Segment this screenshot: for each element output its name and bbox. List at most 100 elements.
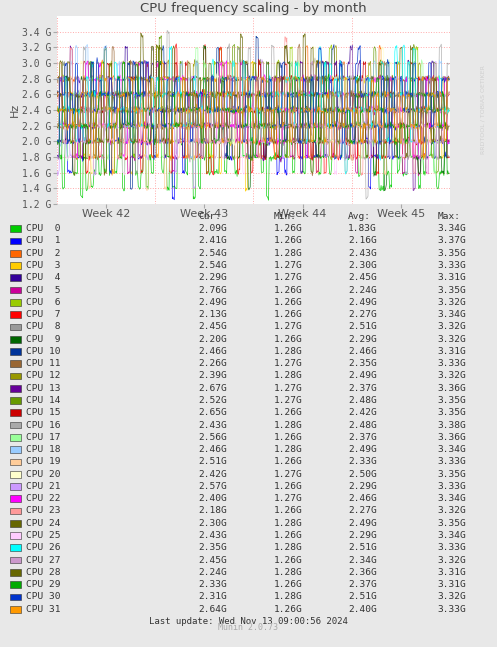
Text: Munin 2.0.73: Munin 2.0.73 bbox=[219, 623, 278, 632]
Text: CPU 19: CPU 19 bbox=[26, 457, 60, 466]
Text: 2.37G: 2.37G bbox=[348, 433, 377, 442]
Text: 2.51G: 2.51G bbox=[348, 543, 377, 553]
Text: 2.46G: 2.46G bbox=[199, 445, 228, 454]
Text: 2.57G: 2.57G bbox=[199, 482, 228, 491]
Title: CPU frequency scaling - by month: CPU frequency scaling - by month bbox=[140, 2, 367, 15]
Text: 3.34G: 3.34G bbox=[437, 531, 466, 540]
Text: 1.83G: 1.83G bbox=[348, 225, 377, 233]
Text: 2.39G: 2.39G bbox=[199, 371, 228, 380]
Text: 3.34G: 3.34G bbox=[437, 445, 466, 454]
Text: 1.28G: 1.28G bbox=[273, 371, 302, 380]
Text: 3.33G: 3.33G bbox=[437, 457, 466, 466]
Text: 2.49G: 2.49G bbox=[348, 445, 377, 454]
Text: CPU 15: CPU 15 bbox=[26, 408, 60, 417]
Text: 2.09G: 2.09G bbox=[199, 225, 228, 233]
Text: 1.27G: 1.27G bbox=[273, 494, 302, 503]
Text: 2.49G: 2.49G bbox=[348, 519, 377, 528]
Text: 2.37G: 2.37G bbox=[348, 580, 377, 589]
Text: 2.50G: 2.50G bbox=[348, 470, 377, 479]
Text: 2.76G: 2.76G bbox=[199, 285, 228, 294]
Text: CPU  1: CPU 1 bbox=[26, 236, 60, 245]
Text: 1.27G: 1.27G bbox=[273, 322, 302, 331]
Text: 1.26G: 1.26G bbox=[273, 408, 302, 417]
Text: CPU 16: CPU 16 bbox=[26, 421, 60, 430]
Text: 3.36G: 3.36G bbox=[437, 433, 466, 442]
Text: CPU  3: CPU 3 bbox=[26, 261, 60, 270]
Text: 2.67G: 2.67G bbox=[199, 384, 228, 393]
Text: 2.40G: 2.40G bbox=[199, 494, 228, 503]
Text: 2.46G: 2.46G bbox=[199, 347, 228, 356]
Text: 2.49G: 2.49G bbox=[348, 371, 377, 380]
Text: 1.26G: 1.26G bbox=[273, 285, 302, 294]
Text: 2.43G: 2.43G bbox=[199, 531, 228, 540]
Text: 1.26G: 1.26G bbox=[273, 531, 302, 540]
Text: 3.31G: 3.31G bbox=[437, 347, 466, 356]
Text: 1.26G: 1.26G bbox=[273, 225, 302, 233]
Text: 2.43G: 2.43G bbox=[199, 421, 228, 430]
Text: CPU 21: CPU 21 bbox=[26, 482, 60, 491]
Text: 1.26G: 1.26G bbox=[273, 482, 302, 491]
Text: CPU 14: CPU 14 bbox=[26, 396, 60, 405]
Text: 2.46G: 2.46G bbox=[348, 347, 377, 356]
Text: 3.35G: 3.35G bbox=[437, 519, 466, 528]
Text: 1.26G: 1.26G bbox=[273, 605, 302, 613]
Y-axis label: Hz: Hz bbox=[9, 103, 19, 117]
Text: CPU 30: CPU 30 bbox=[26, 593, 60, 602]
Text: 3.35G: 3.35G bbox=[437, 408, 466, 417]
Text: 3.35G: 3.35G bbox=[437, 285, 466, 294]
Text: CPU  6: CPU 6 bbox=[26, 298, 60, 307]
Text: 1.28G: 1.28G bbox=[273, 248, 302, 258]
Text: 1.28G: 1.28G bbox=[273, 347, 302, 356]
Text: 1.27G: 1.27G bbox=[273, 261, 302, 270]
Text: Avg:: Avg: bbox=[348, 212, 371, 221]
Text: 2.45G: 2.45G bbox=[199, 322, 228, 331]
Text: CPU  0: CPU 0 bbox=[26, 225, 60, 233]
Text: 3.33G: 3.33G bbox=[437, 261, 466, 270]
Text: CPU 29: CPU 29 bbox=[26, 580, 60, 589]
Text: 2.64G: 2.64G bbox=[199, 605, 228, 613]
Text: 2.65G: 2.65G bbox=[199, 408, 228, 417]
Text: 1.28G: 1.28G bbox=[273, 568, 302, 577]
Text: CPU  9: CPU 9 bbox=[26, 334, 60, 344]
Text: 3.32G: 3.32G bbox=[437, 556, 466, 565]
Text: 2.24G: 2.24G bbox=[348, 285, 377, 294]
Text: CPU  7: CPU 7 bbox=[26, 310, 60, 319]
Text: 2.29G: 2.29G bbox=[199, 273, 228, 282]
Text: 2.33G: 2.33G bbox=[199, 580, 228, 589]
Text: 3.34G: 3.34G bbox=[437, 225, 466, 233]
Text: 2.45G: 2.45G bbox=[348, 273, 377, 282]
Text: CPU 24: CPU 24 bbox=[26, 519, 60, 528]
Text: 1.28G: 1.28G bbox=[273, 593, 302, 602]
Text: CPU 13: CPU 13 bbox=[26, 384, 60, 393]
Text: 2.27G: 2.27G bbox=[348, 310, 377, 319]
Text: 3.34G: 3.34G bbox=[437, 494, 466, 503]
Text: 2.16G: 2.16G bbox=[348, 236, 377, 245]
Text: CPU  8: CPU 8 bbox=[26, 322, 60, 331]
Text: 3.37G: 3.37G bbox=[437, 236, 466, 245]
Text: 2.48G: 2.48G bbox=[348, 421, 377, 430]
Text: CPU 11: CPU 11 bbox=[26, 359, 60, 368]
Text: CPU 28: CPU 28 bbox=[26, 568, 60, 577]
Text: 2.29G: 2.29G bbox=[348, 482, 377, 491]
Text: 2.18G: 2.18G bbox=[199, 507, 228, 516]
Text: CPU 10: CPU 10 bbox=[26, 347, 60, 356]
Text: 2.49G: 2.49G bbox=[348, 298, 377, 307]
Text: 2.51G: 2.51G bbox=[348, 593, 377, 602]
Text: 2.56G: 2.56G bbox=[199, 433, 228, 442]
Text: 3.33G: 3.33G bbox=[437, 359, 466, 368]
Text: Min:: Min: bbox=[273, 212, 296, 221]
Text: 2.34G: 2.34G bbox=[348, 556, 377, 565]
Text: 1.26G: 1.26G bbox=[273, 298, 302, 307]
Text: Last update: Wed Nov 13 09:00:56 2024: Last update: Wed Nov 13 09:00:56 2024 bbox=[149, 617, 348, 626]
Text: 2.41G: 2.41G bbox=[199, 236, 228, 245]
Text: 2.31G: 2.31G bbox=[199, 593, 228, 602]
Text: 2.42G: 2.42G bbox=[348, 408, 377, 417]
Text: 3.31G: 3.31G bbox=[437, 580, 466, 589]
Text: 3.33G: 3.33G bbox=[437, 605, 466, 613]
Text: 2.46G: 2.46G bbox=[348, 494, 377, 503]
Text: 1.28G: 1.28G bbox=[273, 519, 302, 528]
Text: 2.43G: 2.43G bbox=[348, 248, 377, 258]
Text: 1.26G: 1.26G bbox=[273, 457, 302, 466]
Text: RRDTOOL / TOBIAS OETIKER: RRDTOOL / TOBIAS OETIKER bbox=[481, 65, 486, 155]
Text: 1.27G: 1.27G bbox=[273, 470, 302, 479]
